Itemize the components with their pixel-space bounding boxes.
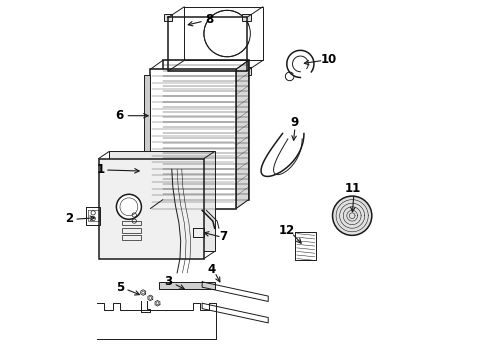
Circle shape xyxy=(333,196,372,235)
Bar xyxy=(164,67,172,75)
Text: 8: 8 xyxy=(205,13,214,27)
Text: 5: 5 xyxy=(116,281,124,294)
Polygon shape xyxy=(236,60,248,208)
Text: 1: 1 xyxy=(96,163,104,176)
Text: 9: 9 xyxy=(290,116,298,129)
Text: 3: 3 xyxy=(164,275,172,288)
Polygon shape xyxy=(98,158,204,258)
Text: 11: 11 xyxy=(345,183,361,195)
Polygon shape xyxy=(144,75,150,203)
Bar xyxy=(122,228,142,233)
Bar xyxy=(164,14,172,21)
Polygon shape xyxy=(109,152,215,251)
Bar xyxy=(243,14,251,21)
Bar xyxy=(122,221,142,225)
Text: 7: 7 xyxy=(220,230,228,243)
Text: 10: 10 xyxy=(321,53,337,66)
Text: 6: 6 xyxy=(115,109,123,122)
Bar xyxy=(243,67,251,75)
Bar xyxy=(122,235,142,240)
Text: 4: 4 xyxy=(207,263,215,276)
Polygon shape xyxy=(150,69,236,208)
Circle shape xyxy=(117,194,142,219)
Polygon shape xyxy=(163,60,248,200)
Text: 2: 2 xyxy=(65,212,74,225)
Bar xyxy=(159,282,215,289)
Text: 12: 12 xyxy=(279,224,295,237)
